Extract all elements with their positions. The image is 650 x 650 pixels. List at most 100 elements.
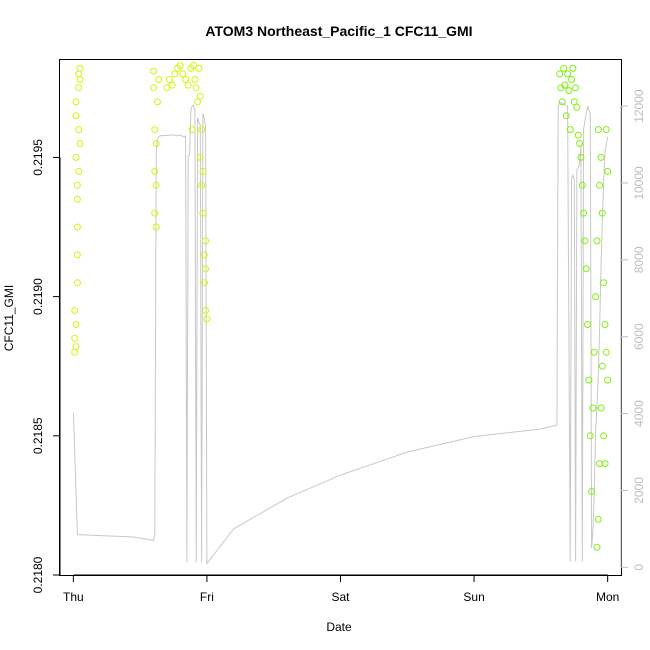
data-point bbox=[566, 126, 574, 134]
data-point bbox=[589, 404, 597, 412]
y-tick-label: 0.2195 bbox=[31, 139, 45, 176]
altitude-line-layer bbox=[72, 101, 609, 565]
data-point bbox=[72, 112, 80, 120]
data-point bbox=[602, 126, 610, 134]
data-point bbox=[573, 103, 581, 111]
data-point bbox=[198, 126, 206, 134]
data-point bbox=[596, 460, 604, 468]
x-tick-label: Sun bbox=[463, 590, 484, 604]
data-point bbox=[584, 321, 592, 328]
x-tick-label: Sat bbox=[331, 590, 350, 604]
y2-tick-label: 0 bbox=[632, 564, 646, 571]
data-point bbox=[198, 181, 206, 189]
data-point bbox=[585, 376, 593, 384]
data-point bbox=[578, 181, 586, 189]
data-point bbox=[593, 237, 601, 245]
data-point bbox=[151, 126, 159, 134]
data-point bbox=[196, 92, 204, 100]
data-point bbox=[577, 153, 585, 161]
data-point bbox=[71, 334, 79, 342]
data-point bbox=[590, 348, 598, 356]
chart-title: ATOM3 Northeast_Pacific_1 CFC11_GMI bbox=[205, 23, 472, 39]
data-point bbox=[561, 81, 569, 89]
data-point bbox=[150, 67, 157, 75]
data-point bbox=[75, 126, 83, 134]
data-point bbox=[73, 279, 81, 287]
data-point bbox=[203, 315, 211, 323]
data-point bbox=[72, 343, 80, 351]
data-point bbox=[199, 209, 207, 217]
data-point bbox=[597, 153, 605, 161]
data-point bbox=[600, 432, 608, 440]
plot-frame bbox=[59, 59, 622, 576]
data-point bbox=[598, 362, 606, 370]
data-point bbox=[151, 167, 159, 175]
data-point bbox=[194, 98, 202, 106]
data-point bbox=[602, 348, 610, 356]
x-tick-label: Thu bbox=[63, 590, 84, 604]
data-point bbox=[600, 279, 608, 287]
data-point bbox=[582, 265, 590, 273]
data-point bbox=[569, 64, 577, 72]
data-point bbox=[597, 404, 605, 412]
data-point bbox=[152, 140, 160, 147]
data-point bbox=[152, 223, 160, 231]
y2-axis: 0 2000 4000 6000 8000 10000 12000 bbox=[620, 89, 646, 571]
data-point bbox=[596, 181, 604, 189]
data-point bbox=[574, 131, 582, 139]
data-point bbox=[196, 153, 204, 161]
data-point bbox=[150, 84, 157, 92]
data-point bbox=[73, 251, 81, 259]
data-point bbox=[593, 543, 601, 551]
data-point bbox=[601, 460, 609, 468]
data-point bbox=[564, 70, 572, 78]
data-point bbox=[560, 64, 568, 72]
data-point bbox=[200, 279, 208, 287]
y2-tick-label: 10000 bbox=[632, 166, 646, 200]
y-axis: 0.2180 0.2185 0.2190 0.2195 bbox=[31, 139, 61, 593]
data-point bbox=[568, 76, 576, 83]
y-tick-label: 0.2180 bbox=[31, 556, 45, 593]
data-point bbox=[152, 181, 160, 189]
data-point bbox=[166, 76, 173, 83]
y-axis-label: CFC11_GMI bbox=[2, 285, 16, 351]
data-point bbox=[202, 307, 210, 314]
data-point bbox=[190, 62, 198, 70]
altitude-line bbox=[72, 101, 609, 565]
y2-tick-label: 12000 bbox=[632, 89, 646, 123]
data-point bbox=[76, 76, 84, 83]
data-point bbox=[73, 195, 81, 203]
data-point bbox=[200, 251, 208, 259]
data-point bbox=[601, 321, 609, 328]
data-point bbox=[75, 167, 83, 175]
data-point bbox=[565, 87, 573, 95]
data-point bbox=[202, 265, 210, 273]
y-tick-label: 0.2190 bbox=[31, 278, 45, 315]
data-point bbox=[195, 64, 203, 72]
data-point bbox=[594, 515, 602, 523]
data-point bbox=[76, 64, 84, 72]
data-point bbox=[604, 376, 612, 384]
data-point bbox=[592, 293, 600, 301]
y2-tick-label: 4000 bbox=[632, 400, 646, 427]
data-point bbox=[155, 76, 163, 83]
data-point bbox=[594, 126, 602, 134]
points-layer bbox=[71, 62, 612, 551]
data-point bbox=[76, 140, 84, 147]
data-point bbox=[556, 70, 564, 78]
data-point bbox=[163, 84, 171, 92]
data-point bbox=[184, 81, 192, 89]
data-point bbox=[71, 307, 79, 314]
x-tick-label: Fri bbox=[200, 590, 214, 604]
data-point bbox=[71, 348, 79, 356]
data-point bbox=[154, 98, 161, 106]
data-point bbox=[581, 237, 589, 245]
data-point bbox=[75, 84, 83, 92]
data-point bbox=[72, 321, 80, 328]
data-point bbox=[576, 140, 584, 147]
data-point bbox=[176, 62, 184, 70]
data-point bbox=[586, 432, 594, 440]
data-point bbox=[168, 81, 176, 89]
y-tick-label: 0.2185 bbox=[31, 417, 45, 454]
data-point bbox=[598, 209, 606, 217]
